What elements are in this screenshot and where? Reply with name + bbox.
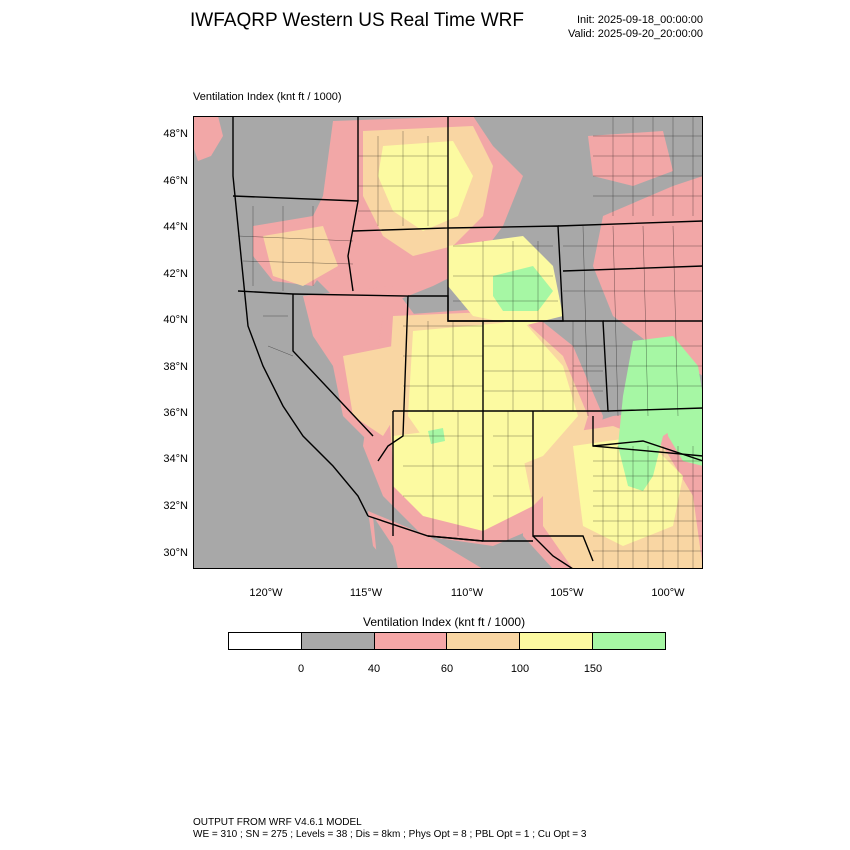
ut-border — [393, 295, 484, 412]
ok-tx-border — [592, 440, 704, 462]
plot-title: IWFAQRP Western US Real Time WRF — [190, 10, 524, 31]
county-grid-mountain — [403, 241, 603, 411]
lat-label-48n: 48°N — [163, 128, 188, 140]
ocean — [193, 171, 398, 569]
lon-label-110w: 110°W — [450, 587, 484, 599]
ca-nv-border — [292, 294, 374, 437]
ventilation-index-map — [193, 115, 704, 570]
gulf-of-california — [373, 516, 398, 569]
pink-region-ne-corner — [588, 131, 673, 186]
map-canvas — [193, 115, 704, 570]
init-time-label: Init: 2025-09-18_00:00:00 — [577, 14, 703, 26]
colorbar — [228, 632, 666, 650]
field-title: Ventilation Index (knt ft / 1000) — [193, 91, 342, 103]
colorbar-segment — [229, 633, 302, 649]
county-grid-sw — [403, 411, 533, 541]
lat-label-38n: 38°N — [163, 361, 188, 373]
model-info-line1: OUTPUT FROM WRF V4.6.1 MODEL — [193, 817, 362, 828]
county-lines — [237, 116, 703, 569]
tx-bottom — [532, 535, 574, 570]
model-info-line2: WE = 310 ; SN = 275 ; Levels = 38 ; Dis … — [193, 829, 587, 840]
colorbar-tick-label: 60 — [440, 663, 454, 675]
nm-tx-border — [532, 411, 594, 562]
lat-label-40n: 40°N — [163, 314, 188, 326]
colorbar-tick-label: 100 — [510, 663, 530, 675]
lon-label-115w: 115°W — [349, 587, 383, 599]
colorbar-tick-label: 150 — [583, 663, 603, 675]
plains-border — [557, 220, 704, 457]
lat-label-42n: 42°N — [163, 268, 188, 280]
lon-label-100w: 100°W — [651, 587, 685, 599]
id-border — [347, 116, 359, 292]
state-boundaries — [232, 115, 704, 570]
colorbar-tick-label: 40 — [367, 663, 381, 675]
colorbar-segment — [374, 633, 448, 649]
wa-or-border — [232, 195, 359, 202]
green-region-plains — [618, 336, 703, 491]
colorbar-title: Ventilation Index (knt ft / 1000) — [363, 615, 526, 629]
county-grid-tx — [593, 446, 703, 569]
yellow-region-nm — [393, 426, 533, 531]
colorbar-segment — [593, 633, 665, 649]
county-grid-west — [237, 131, 448, 357]
county-grid-plains — [563, 225, 703, 417]
coastline — [232, 116, 369, 517]
map-border — [193, 116, 703, 569]
colorbar-tick-label: 0 — [297, 663, 305, 675]
valid-time-label: Valid: 2025-09-20_20:00:00 — [568, 28, 703, 40]
or-ca-border — [237, 290, 294, 295]
county-grid-ne — [593, 116, 703, 216]
colorbar-segment — [520, 633, 594, 649]
pacific-ocean — [193, 171, 368, 569]
lat-label-32n: 32°N — [163, 500, 188, 512]
lat-label-44n: 44°N — [163, 221, 188, 233]
lat-label-30n: 30°N — [163, 547, 188, 559]
lat-label-46n: 46°N — [163, 175, 188, 187]
lon-label-120w: 120°W — [249, 587, 283, 599]
lon-label-105w: 105°W — [550, 587, 584, 599]
colorbar-segment — [447, 633, 521, 649]
colorbar-segment — [301, 633, 375, 649]
pink-region-nw — [193, 116, 223, 161]
lat-label-34n: 34°N — [163, 453, 188, 465]
lat-label-36n: 36°N — [163, 407, 188, 419]
orange-region-nv — [343, 346, 408, 436]
orange-region-id — [263, 226, 338, 286]
mexico-border — [367, 515, 484, 542]
